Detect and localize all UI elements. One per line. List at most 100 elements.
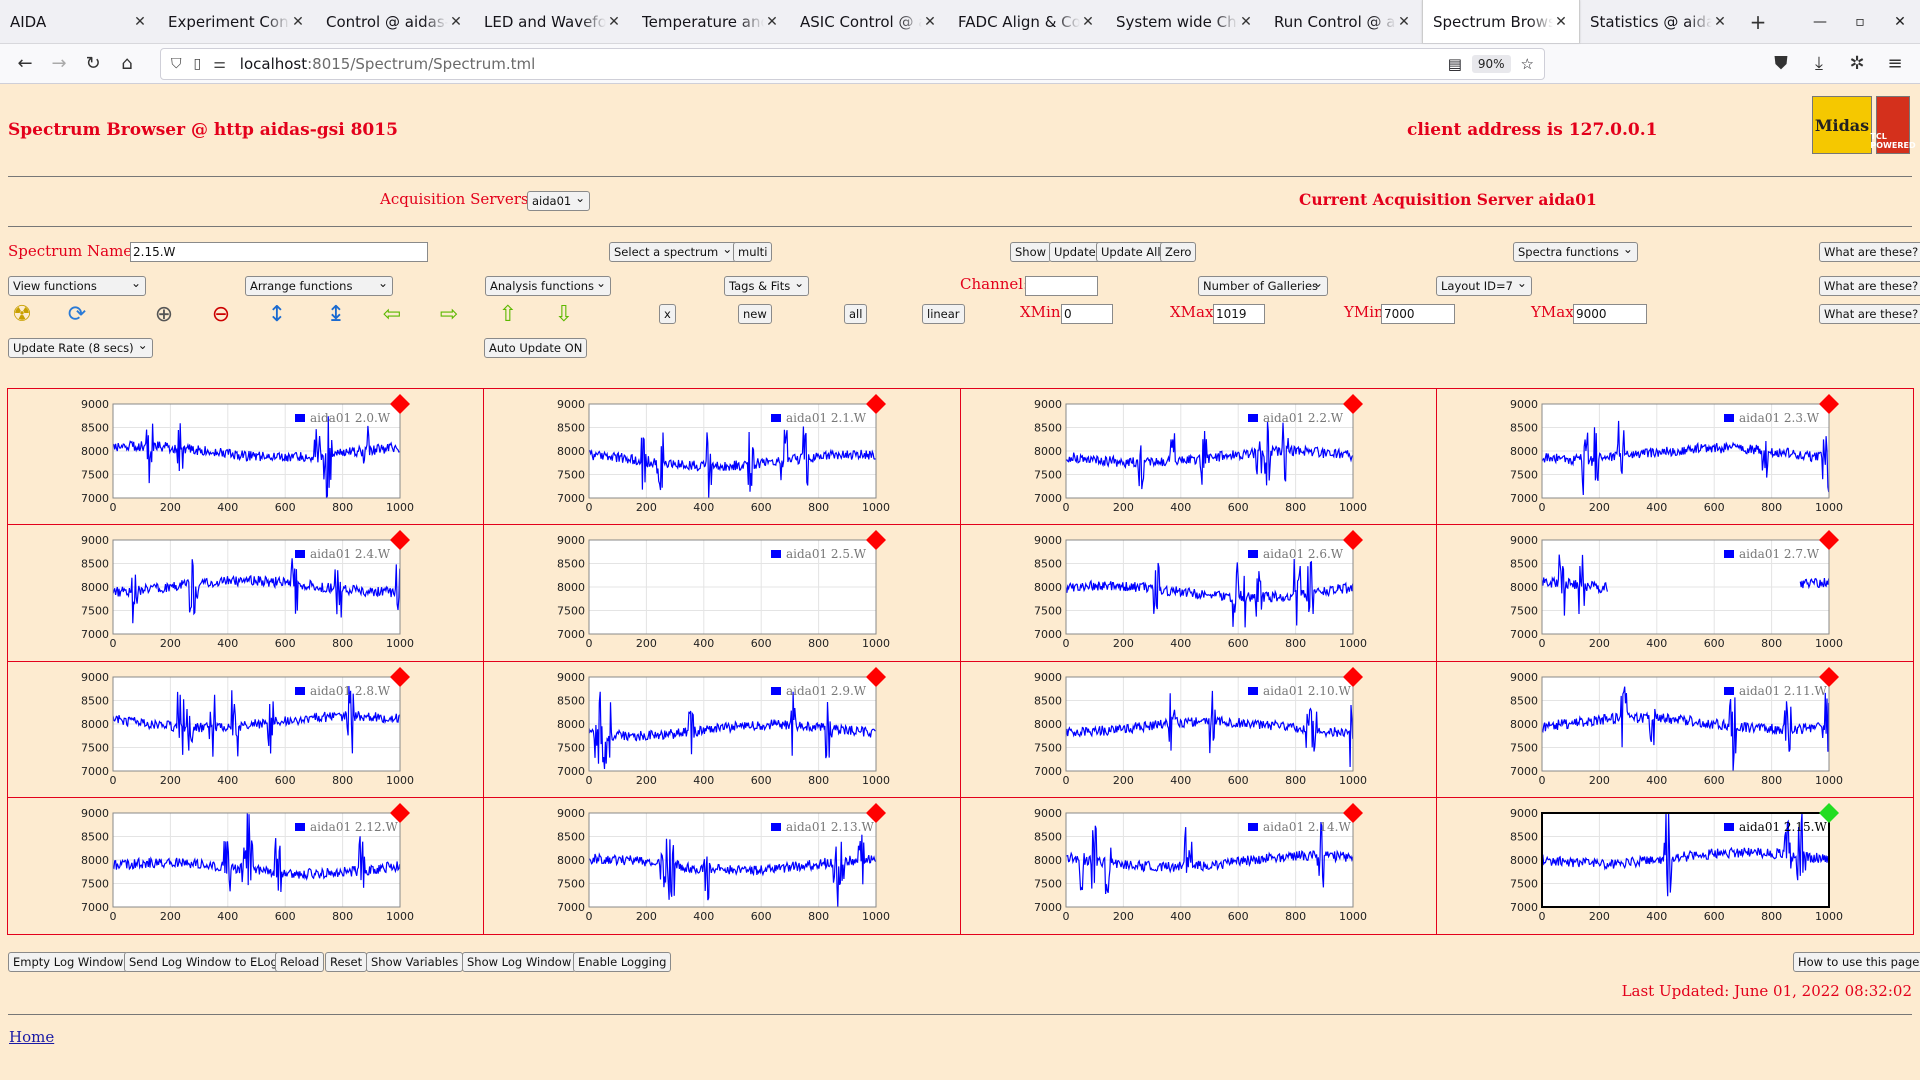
tab-7[interactable]: System wide Check✕	[1106, 0, 1264, 43]
status-marker-icon[interactable]	[866, 803, 886, 823]
spectrum-cell[interactable]: 9000 8500 8000 7500 7000 0 200 400 600 800 1000 aid…	[483, 387, 961, 525]
spectrum-cell[interactable]: 9000 8500 8000 7500 7000 0 200 400 600 800 1000 aid…	[6, 387, 484, 525]
menu-icon[interactable]: ≡	[1887, 53, 1903, 74]
extensions-icon[interactable]: ✲	[1849, 53, 1865, 74]
status-marker-icon[interactable]	[866, 393, 886, 414]
tab-close-icon[interactable]: ✕	[924, 13, 936, 30]
all-button[interactable]: all	[844, 304, 868, 324]
status-marker-icon[interactable]	[389, 530, 410, 550]
spectrum-cell[interactable]: 9000 8500 8000 7500 7000 0 200 400 600 800 1000 aid…	[959, 524, 1437, 662]
tab-6[interactable]: FADC Align & Cont✕	[948, 0, 1106, 43]
zoom-in-icon[interactable]: ⊕	[154, 301, 174, 327]
minimize-icon[interactable]: —	[1813, 13, 1827, 30]
empty-log-button[interactable]: Empty Log Window	[8, 952, 129, 972]
spectrum-cell[interactable]: 9000 8500 8000 7500 7000 0 200 400 600 800 1000 aid…	[483, 660, 961, 798]
spectrum-cell[interactable]: 9000 8500 8000 7500 7000 0 200 400 600 800 1000 aid…	[959, 797, 1437, 935]
bookmark-star-icon[interactable]: ☆	[1520, 54, 1534, 73]
zero-button[interactable]: Zero	[1160, 242, 1197, 262]
status-marker-icon[interactable]	[389, 393, 410, 414]
spectrum-cell[interactable]: 9000 8500 8000 7500 7000 0 200 400 600 800 1000 aid…	[1436, 387, 1914, 525]
spectrum-cell[interactable]: 9000 8500 8000 7500 7000 0 200 400 600 800 1000 aid…	[1436, 797, 1914, 935]
spectrum-cell[interactable]: 9000 8500 8000 7500 7000 0 200 400 600 800 1000 aid…	[6, 660, 484, 798]
spectrum-cell[interactable]: 9000 8500 8000 7500 7000 0 200 400 600 800 1000 aid…	[483, 524, 961, 662]
select-spectrum-dropdown[interactable]: Select a spectrum	[609, 240, 738, 262]
tags-fits-dropdown[interactable]: Tags & Fits	[724, 274, 810, 296]
ymax-input[interactable]: 9000	[1573, 304, 1647, 324]
tab-8[interactable]: Run Control @ aida✕	[1264, 0, 1422, 43]
tab-10[interactable]: Statistics @ aidas-g✕	[1580, 0, 1738, 43]
analysis-functions-dropdown[interactable]: Analysis functions	[485, 274, 611, 296]
tab-close-icon[interactable]: ✕	[450, 13, 462, 30]
tab-5[interactable]: ASIC Control @ aid✕	[790, 0, 948, 43]
spectrum-cell[interactable]: 9000 8500 8000 7500 7000 0 200 400 600 800 1000 aid…	[1436, 524, 1914, 662]
status-marker-icon[interactable]	[1342, 803, 1363, 823]
tab-close-icon[interactable]: ✕	[1398, 13, 1410, 30]
spectra-functions-dropdown[interactable]: Spectra functions	[1513, 240, 1638, 262]
what-are-these-button-2[interactable]: What are these?	[1819, 276, 1920, 296]
update-button[interactable]: Update	[1049, 242, 1101, 262]
compress-y-icon[interactable]: ↨	[326, 301, 346, 327]
send-log-elog-button[interactable]: Send Log Window to ELog	[124, 952, 283, 972]
status-marker-icon[interactable]	[1819, 803, 1839, 823]
tab-close-icon[interactable]: ✕	[608, 13, 620, 30]
what-are-these-button-1[interactable]: What are these?	[1819, 242, 1920, 262]
how-to-use-button[interactable]: How to use this page	[1793, 952, 1920, 972]
show-log-window-button[interactable]: Show Log Window	[462, 952, 577, 972]
home-link[interactable]: Home	[9, 1028, 55, 1046]
xmax-input[interactable]: 1019	[1213, 304, 1265, 324]
ymin-input[interactable]: 7000	[1381, 304, 1455, 324]
pocket-icon[interactable]: ⛊	[1774, 53, 1788, 74]
arrange-functions-dropdown[interactable]: Arrange functions	[245, 274, 393, 296]
enable-logging-button[interactable]: Enable Logging	[573, 952, 672, 972]
show-button[interactable]: Show	[1010, 242, 1052, 262]
tab-2[interactable]: Control @ aidas-gsi✕	[316, 0, 474, 43]
spectrum-name-input[interactable]: 2.15.W	[130, 242, 428, 262]
status-marker-icon[interactable]	[866, 530, 886, 550]
update-rate-dropdown[interactable]: Update Rate (8 secs)	[8, 336, 153, 358]
view-functions-dropdown[interactable]: View functions	[8, 274, 146, 296]
forward-icon[interactable]: →	[51, 53, 67, 74]
tab-close-icon[interactable]: ✕	[1714, 13, 1726, 30]
tab-1[interactable]: Experiment Control✕	[158, 0, 316, 43]
scroll-up-icon[interactable]: ⇧	[498, 301, 518, 327]
spectrum-cell[interactable]: 9000 8500 8000 7500 7000 0 200 400 600 800 1000 aid…	[483, 797, 961, 935]
new-button[interactable]: new	[738, 304, 772, 324]
acquisition-server-select[interactable]: aida01	[527, 189, 591, 211]
url-bar[interactable]: ⛉ ▯ ⚌ localhost :8015/Spectrum/Spectrum.…	[160, 47, 1545, 80]
new-tab-button[interactable]: +	[1749, 9, 1767, 34]
tab-9[interactable]: Spectrum Browser✕	[1422, 0, 1580, 43]
status-marker-icon[interactable]	[389, 803, 410, 823]
close-window-icon[interactable]: ✕	[1894, 13, 1906, 30]
reload-icon[interactable]: ↻	[85, 53, 101, 74]
scroll-left-icon[interactable]: ⇦	[382, 301, 402, 327]
linear-button[interactable]: linear	[922, 304, 965, 324]
status-marker-icon[interactable]	[866, 666, 886, 687]
auto-update-button[interactable]: Auto Update ON	[484, 338, 588, 358]
maximize-icon[interactable]: ▫	[1855, 13, 1865, 30]
scroll-right-icon[interactable]: ⇨	[439, 301, 459, 327]
layout-dropdown[interactable]: Layout ID=7	[1436, 274, 1532, 296]
x-button[interactable]: x	[659, 304, 676, 324]
tab-close-icon[interactable]: ✕	[134, 13, 146, 30]
multi-button[interactable]: multi	[733, 242, 773, 262]
zoom-out-icon[interactable]: ⊖	[211, 301, 231, 327]
radiation-icon[interactable]: ☢	[12, 301, 32, 327]
tab-close-icon[interactable]: ✕	[292, 13, 304, 30]
spectrum-cell[interactable]: 9000 8500 8000 7500 7000 0 200 400 600 800 1000 aid…	[6, 797, 484, 935]
tab-3[interactable]: LED and Waveform✕	[474, 0, 632, 43]
channel-input[interactable]	[1025, 276, 1098, 296]
shield-icon[interactable]: ⛉	[171, 55, 182, 72]
spectrum-cell[interactable]: 9000 8500 8000 7500 7000 0 200 400 600 800 1000 aid…	[959, 387, 1437, 525]
xmin-input[interactable]: 0	[1061, 304, 1113, 324]
reload-button[interactable]: Reload	[275, 952, 325, 972]
spectrum-cell[interactable]: 9000 8500 8000 7500 7000 0 200 400 600 800 1000 aid…	[959, 660, 1437, 798]
tab-4[interactable]: Temperature and st✕	[632, 0, 790, 43]
tab-close-icon[interactable]: ✕	[766, 13, 778, 30]
status-marker-icon[interactable]	[1342, 530, 1363, 550]
status-marker-icon[interactable]	[1819, 666, 1839, 687]
status-marker-icon[interactable]	[1342, 393, 1363, 414]
scroll-down-icon[interactable]: ⇩	[554, 301, 574, 327]
status-marker-icon[interactable]	[1819, 393, 1839, 414]
show-variables-button[interactable]: Show Variables	[366, 952, 464, 972]
reader-view-icon[interactable]: ▤	[1447, 54, 1462, 73]
